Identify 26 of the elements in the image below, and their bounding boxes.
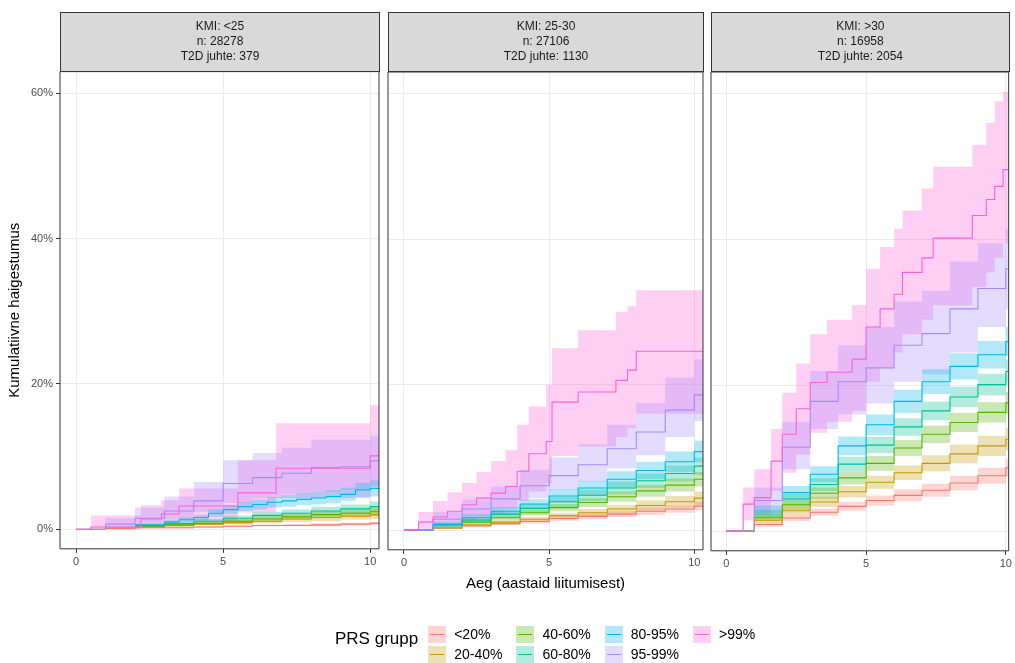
x-axis-title: Aeg (aastaid liitumisest) bbox=[465, 574, 626, 592]
legend-label: 95-99% bbox=[630, 646, 679, 662]
y-tick-label: 40% bbox=[30, 232, 54, 245]
x-tick-label: 10 bbox=[364, 555, 377, 568]
y-tick-label: 60% bbox=[30, 86, 54, 99]
x-tick-label: 5 bbox=[863, 557, 870, 570]
y-axis-title: Kumulatiivne haigestumus bbox=[5, 223, 23, 399]
legend-label: >99% bbox=[718, 626, 756, 642]
legend-label: <20% bbox=[454, 626, 491, 642]
x-tick-label: 10 bbox=[999, 557, 1012, 570]
x-tick-label: 0 bbox=[400, 556, 408, 569]
legend-label: 40-60% bbox=[542, 626, 591, 642]
x-tick-label: 0 bbox=[73, 555, 80, 568]
x-tick-label: 0 bbox=[723, 557, 730, 570]
legend-title: PRS grupp bbox=[335, 629, 419, 649]
legend-label: 80-95% bbox=[630, 626, 679, 642]
x-tick-label: 5 bbox=[220, 555, 227, 568]
y-tick-label: 0% bbox=[37, 522, 54, 535]
x-tick-label: 10 bbox=[688, 556, 701, 569]
legend-label: 20-40% bbox=[454, 646, 503, 662]
x-tick-label: 5 bbox=[546, 556, 553, 569]
chart-title: KMI: <25 n: 28278 T2D juhte: 379 bbox=[60, 12, 380, 72]
chart-title: KMI: >30 n: 16958 T2D juhte: 2054 bbox=[711, 12, 1010, 72]
y-tick-label: 20% bbox=[30, 377, 54, 390]
legend-label: 60-80% bbox=[542, 646, 591, 662]
chart-title: KMI: 25-30 n: 27106 T2D juhte: 1130 bbox=[388, 12, 704, 72]
